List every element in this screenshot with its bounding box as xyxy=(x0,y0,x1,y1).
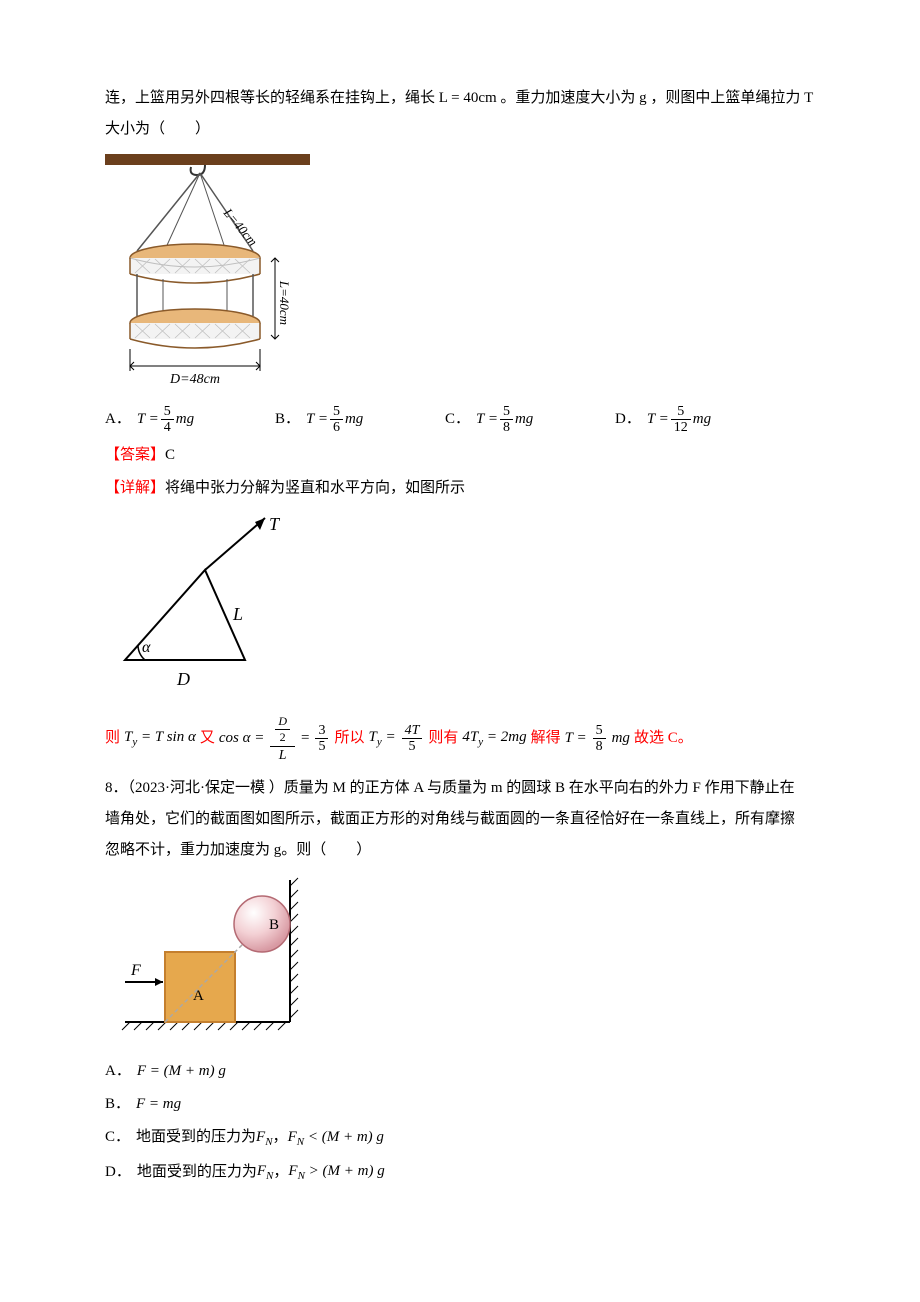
q7-option-D: D． T = 512 mg xyxy=(615,404,785,436)
svg-text:L=40cm: L=40cm xyxy=(220,205,261,249)
svg-text:α: α xyxy=(142,639,151,656)
svg-text:T: T xyxy=(269,514,281,534)
q7-option-A: A． T = 54 mg xyxy=(105,404,275,436)
q7-triangle: α T L D xyxy=(105,510,815,705)
q7-tail-line2: 大小为（ ） xyxy=(105,116,815,143)
q7-options: A． T = 54 mg B． T = 56 mg C． T = 58 mg D… xyxy=(105,404,815,436)
svg-text:F: F xyxy=(130,962,141,979)
q8-diagram: F A B xyxy=(105,872,815,1047)
q7-tail-line1: 连，上篮用另外四根等长的轻绳系在挂钩上，绳长 L = 40cm 。重力加速度大小… xyxy=(105,85,815,112)
q8-option-C: C． 地面受到的压力为 FN ， FN < (M + m) g xyxy=(105,1124,815,1153)
q8-options: A． F = (M + m) g B． F = mg C． 地面受到的压力为 F… xyxy=(105,1055,815,1191)
svg-text:D=48cm: D=48cm xyxy=(169,372,220,386)
q8-stem: 8．（2023·河北·保定一模 ）质量为 M 的正方体 A 与质量为 m 的圆球… xyxy=(105,775,815,802)
svg-text:L: L xyxy=(232,604,243,624)
q8-option-B: B． F = mg xyxy=(105,1091,815,1118)
svg-text:D: D xyxy=(176,669,190,689)
q8-option-D: D． 地面受到的压力为 FN ， FN > (M + m) g xyxy=(105,1158,815,1187)
svg-text:L=40cm: L=40cm xyxy=(277,280,292,325)
svg-text:B: B xyxy=(269,917,279,933)
q7-option-C: C． T = 58 mg xyxy=(445,404,615,436)
q7-option-B: B． T = 56 mg xyxy=(275,404,445,436)
q8-stem3: 忽略不计，重力加速度为 g。则（ ） xyxy=(105,837,815,864)
svg-text:A: A xyxy=(193,988,204,1004)
q7-detail: 【详解】将绳中张力分解为竖直和水平方向，如图所示 xyxy=(105,475,815,502)
q8-stem2: 墙角处，它们的截面图如图所示，截面正方形的对角线与截面圆的一条直径恰好在一条直线… xyxy=(105,806,815,833)
q7-solution-line: 则 Ty = T sin α 又 cos α = D2 L = 35 所以 Ty… xyxy=(105,713,815,765)
q7-diagram: L=40cm L=40cm D=48cm xyxy=(105,151,815,396)
q8-option-A: A． F = (M + m) g xyxy=(105,1058,815,1085)
q7-answer: 【答案】C xyxy=(105,442,815,469)
